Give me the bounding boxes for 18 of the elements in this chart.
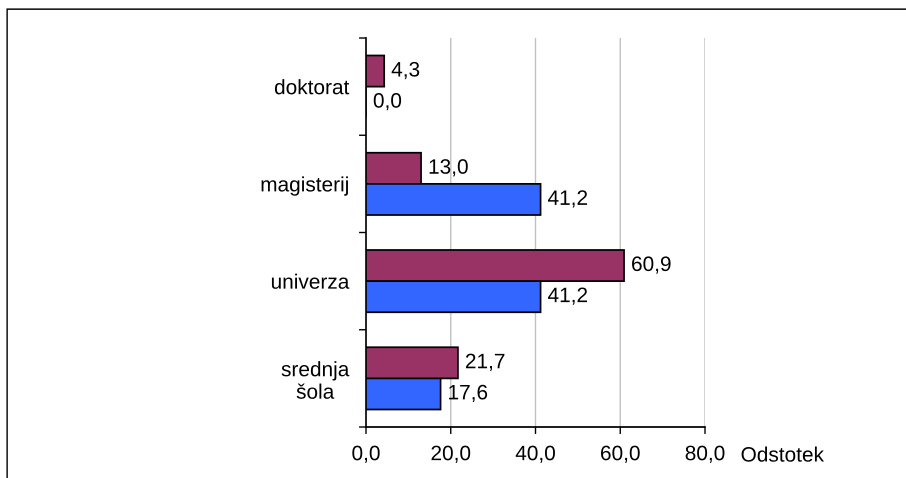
- x-axis-title: Odstotek: [742, 446, 824, 462]
- x-tick-label: 20,0: [432, 446, 470, 463]
- x-tick-label: 40,0: [516, 446, 555, 463]
- data-label: 60,9: [632, 256, 671, 274]
- data-label: 0,0: [374, 93, 402, 110]
- x-tick-label: 60,0: [601, 446, 640, 463]
- data-label: 17,6: [449, 384, 488, 402]
- data-label: 41,2: [548, 288, 588, 305]
- data-label: 41,2: [548, 190, 588, 208]
- data-label: 21,7: [466, 354, 504, 371]
- y-tick-label: srednja šola: [282, 361, 350, 399]
- x-tick-label: 80,0: [686, 446, 724, 463]
- y-tick-label: univerza: [272, 274, 350, 289]
- data-label: 4,3: [392, 62, 420, 80]
- x-tick-label: 0,0: [352, 446, 380, 463]
- data-label: 13,0: [430, 159, 468, 176]
- y-tick-label: magisterij: [262, 176, 348, 196]
- y-tick-label: doktorat: [274, 79, 350, 94]
